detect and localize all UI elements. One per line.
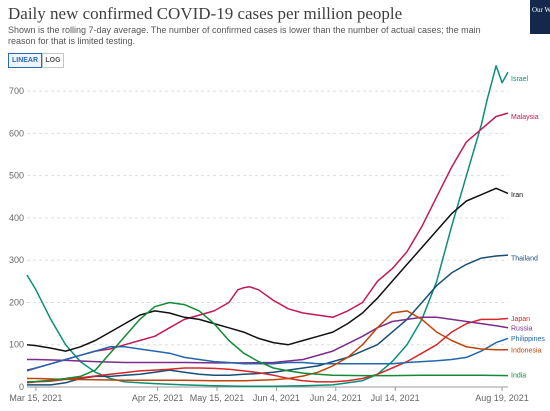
series-line-iran[interactable] (26, 187, 509, 352)
x-tick-label: May 15, 2021 (190, 393, 245, 403)
y-tick-label: 600 (9, 128, 24, 138)
series-label-philippines[interactable]: Philippines (511, 336, 545, 343)
series-label-iran[interactable]: Iran (511, 192, 523, 199)
x-tick-label: Aug 19, 2021 (475, 393, 529, 403)
x-tick-label: Apr 25, 2021 (132, 393, 184, 403)
series-label-russia[interactable]: Russia (511, 325, 533, 332)
series-label-malaysia[interactable]: Malaysia (511, 114, 539, 121)
series-line-japan[interactable] (26, 317, 509, 384)
y-tick-label: 300 (9, 255, 24, 265)
series-label-japan[interactable]: Japan (511, 316, 530, 323)
series-line-india[interactable] (26, 301, 509, 383)
series-line-indonesia[interactable] (27, 310, 508, 382)
series-lines (26, 65, 509, 387)
series-line-russia[interactable] (27, 316, 509, 364)
owid-logo[interactable]: Our World in Data (530, 0, 550, 34)
y-tick-label: 0 (19, 382, 24, 392)
x-tick-label: Mar 15, 2021 (9, 393, 62, 403)
y-tick-label: 200 (9, 297, 24, 307)
series-labels: Israel Malaysia Iran Thailand Japan Russia Phi… (511, 76, 545, 380)
series-label-israel[interactable]: Israel (511, 76, 529, 83)
y-tick-label: 700 (9, 86, 24, 96)
log-scale-button[interactable]: LOG (42, 53, 64, 68)
series-label-thailand[interactable]: Thailand (511, 256, 538, 263)
chart-title: Daily new confirmed COVID-19 cases per m… (8, 4, 403, 23)
y-axis: 0 100 200 300 400 500 600 700 (9, 86, 24, 392)
y-tick-label: 500 (9, 171, 24, 181)
series-label-india[interactable]: India (511, 373, 526, 380)
y-tick-label: 100 (9, 340, 24, 350)
x-axis: Mar 15, 2021 Apr 25, 2021 May 15, 2021 Jun … (9, 387, 529, 403)
series-line-philippines[interactable] (26, 337, 509, 372)
series-line-thailand[interactable] (27, 254, 509, 386)
x-tick-label: Jul 14, 2021 (371, 393, 420, 403)
x-tick-label: Jun 4, 2021 (253, 393, 300, 403)
gridlines (27, 90, 508, 388)
series-label-indonesia[interactable]: Indonesia (511, 347, 541, 354)
linear-scale-button[interactable]: LINEAR (8, 53, 42, 68)
series-line-malaysia[interactable] (26, 112, 509, 371)
y-tick-label: 400 (9, 213, 24, 223)
chart-subtitle: Shown is the rolling 7-day average. The … (8, 25, 481, 46)
x-tick-label: Jun 24, 2021 (310, 393, 362, 403)
series-line-israel[interactable] (26, 65, 509, 387)
